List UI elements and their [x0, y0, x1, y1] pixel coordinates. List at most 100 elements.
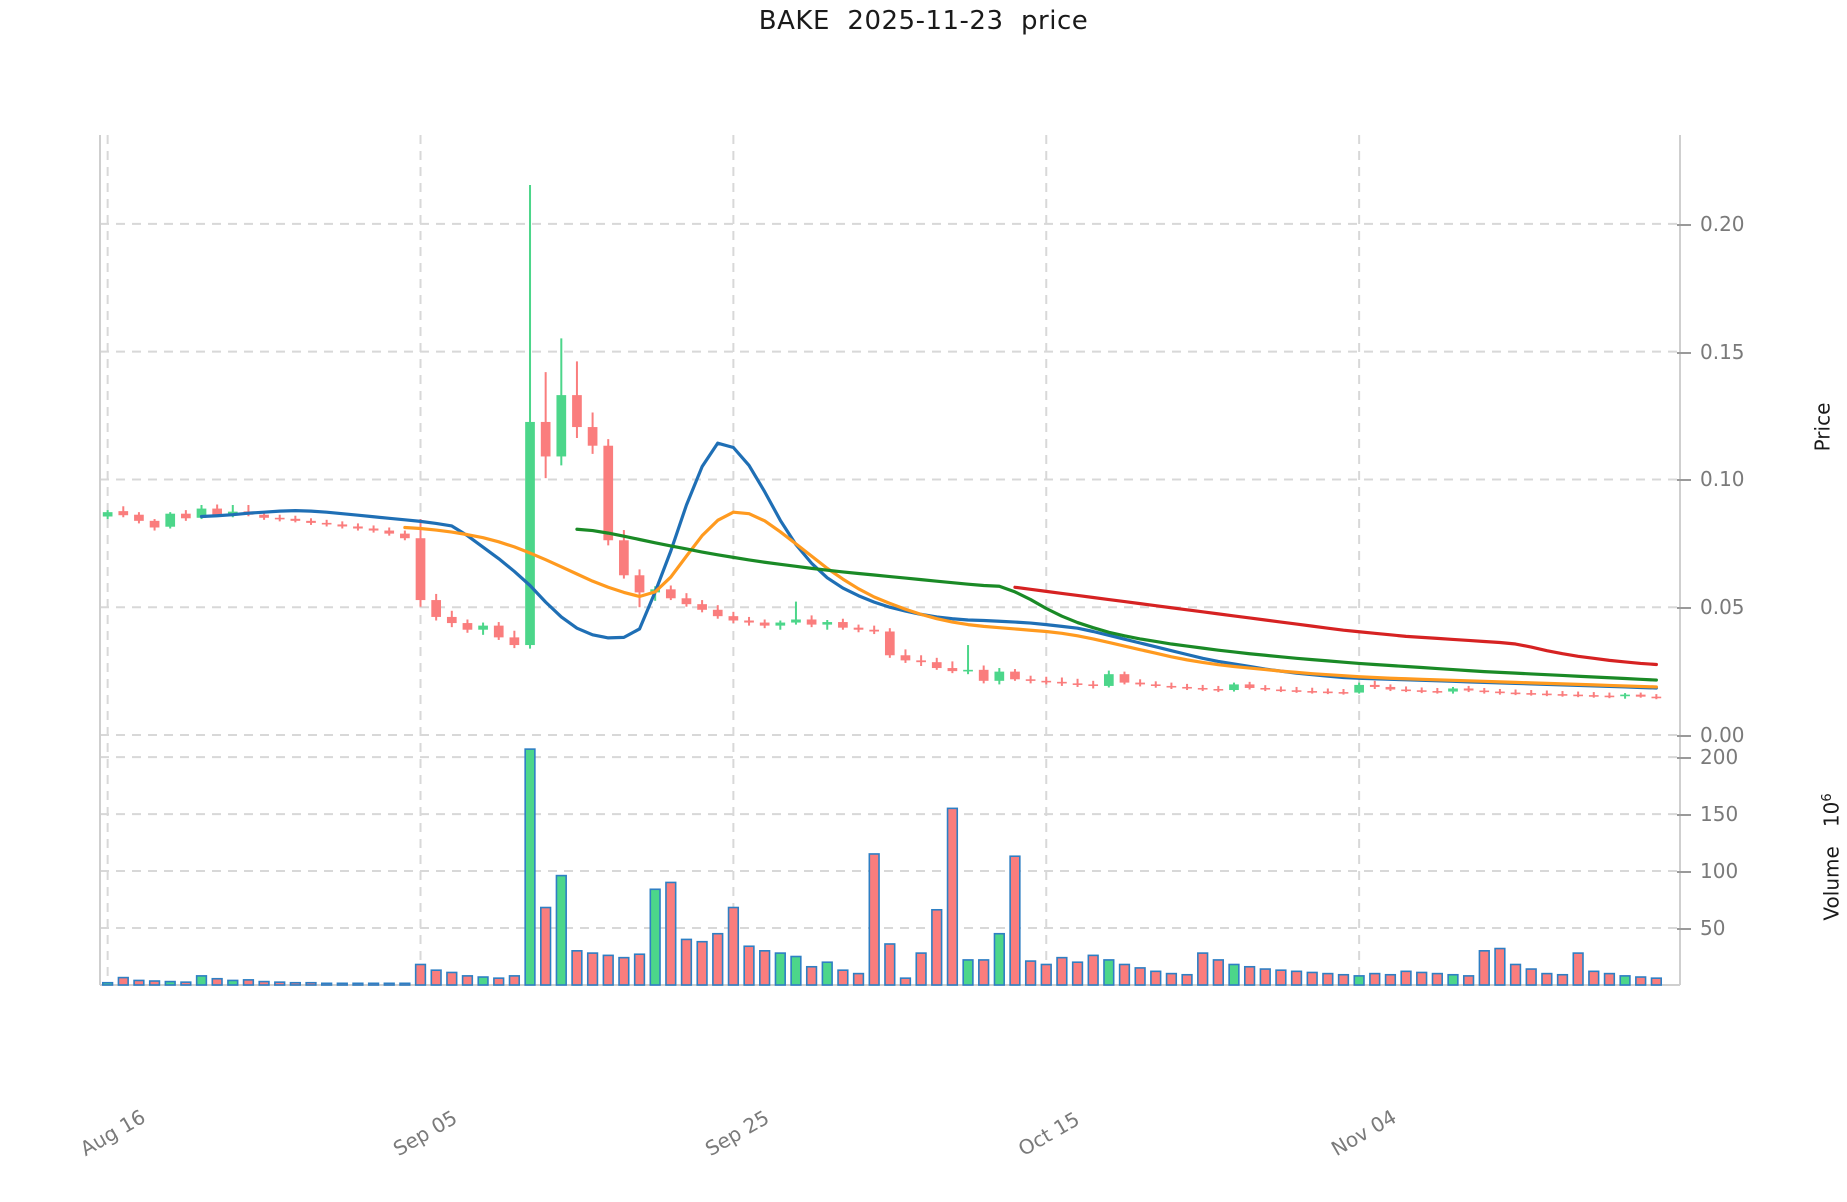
volume-bar	[931, 908, 943, 986]
volume-axis-title: Volume 106	[1820, 793, 1844, 920]
candlestick	[1604, 692, 1615, 699]
candlestick	[1479, 687, 1490, 694]
candlestick	[1322, 688, 1333, 695]
volume-bar	[430, 969, 442, 986]
volume-bar	[555, 874, 567, 986]
candlestick	[431, 593, 442, 621]
volume-bar	[774, 952, 786, 986]
price-tick-mark	[1677, 351, 1691, 354]
volume-bar	[1243, 965, 1256, 986]
volume-tick-label: 100	[1700, 859, 1739, 884]
candlestick	[931, 657, 942, 670]
volume-bar	[868, 853, 880, 986]
volume-bar	[1525, 968, 1537, 986]
volume-bar	[1306, 971, 1318, 986]
volume-bar	[743, 945, 755, 986]
volume-bar	[946, 807, 959, 986]
volume-bar	[665, 881, 677, 986]
volume-bar	[837, 969, 849, 986]
volume-bar	[461, 975, 474, 986]
candlestick	[1166, 682, 1177, 689]
price-tick-mark	[1677, 607, 1691, 610]
volume-bar	[1353, 975, 1365, 986]
volume-bar	[117, 976, 129, 986]
volume-bar	[978, 959, 990, 986]
volume-bar	[1181, 973, 1193, 986]
price-tick-label: 0.10	[1700, 467, 1745, 492]
candlestick	[1369, 680, 1380, 689]
volume-bar	[1416, 971, 1428, 986]
candlestick	[1385, 684, 1396, 692]
ma-line-mid-ma	[403, 510, 1658, 689]
volume-bar	[133, 979, 145, 986]
volume-bar	[1071, 961, 1084, 986]
candlestick	[572, 361, 582, 439]
volume-bar	[899, 977, 912, 986]
volume-bar	[1228, 963, 1240, 986]
volume-bar	[258, 980, 270, 986]
candlestick	[1260, 685, 1271, 692]
volume-bar	[1087, 954, 1099, 986]
candlestick	[838, 618, 848, 630]
volume-bar	[727, 906, 740, 986]
volume-bar	[790, 955, 802, 986]
candlestick	[1276, 686, 1286, 693]
volume-bar	[1369, 972, 1381, 986]
volume-bar	[1290, 970, 1303, 986]
volume-bar	[1541, 972, 1553, 986]
ma-line-long-ma	[575, 527, 1658, 682]
candlestick	[1448, 686, 1458, 694]
candlestick	[947, 661, 958, 674]
plot-area	[99, 135, 1681, 1125]
volume-axis-exponent-power: 6	[1819, 793, 1835, 802]
volume-bar	[821, 961, 833, 986]
candlestick	[1432, 687, 1443, 694]
candlestick	[384, 527, 395, 536]
volume-bar	[180, 981, 192, 986]
candlestick	[1197, 684, 1208, 692]
candlestick	[806, 615, 817, 628]
volume-bar	[289, 981, 302, 986]
volume-bar	[414, 963, 427, 986]
candlestick	[1041, 676, 1052, 685]
candlestick	[697, 600, 707, 613]
price-tick-label: 0.20	[1700, 211, 1745, 236]
volume-bar	[602, 954, 614, 986]
price-tick-label: 0.00	[1700, 723, 1745, 747]
candlestick	[900, 649, 911, 663]
volume-bar	[1056, 956, 1068, 986]
candlestick	[681, 593, 692, 607]
volume-tick-label: 50	[1700, 916, 1726, 941]
candlestick	[337, 521, 348, 529]
candlestick	[869, 625, 880, 635]
volume-bar	[712, 932, 724, 986]
volume-tick-mark	[1677, 814, 1691, 817]
candlestick	[1291, 686, 1302, 693]
price-axis-title: Price	[1810, 402, 1835, 452]
candlestick	[1526, 690, 1537, 696]
volume-bar	[805, 965, 818, 986]
candlestick	[400, 530, 410, 541]
candlestick	[1010, 669, 1020, 681]
volume-tick-label: 200	[1700, 745, 1739, 770]
volume-bar	[1462, 975, 1475, 986]
candlestick	[619, 530, 629, 579]
candlestick	[822, 620, 833, 630]
volume-bar	[1556, 973, 1569, 986]
candlestick	[1510, 689, 1521, 696]
candlestick	[1057, 677, 1067, 686]
candlestick	[1354, 682, 1364, 694]
volume-bar	[477, 976, 489, 986]
candlestick	[916, 655, 926, 666]
volume-bar	[1040, 963, 1052, 986]
candlestick	[1150, 681, 1161, 688]
volume-bar	[540, 906, 552, 986]
price-tick-label: 0.05	[1700, 595, 1745, 620]
candlestick	[712, 605, 723, 619]
candlestick	[994, 668, 1005, 685]
candlestick	[1416, 687, 1427, 694]
volume-bar	[1494, 947, 1506, 986]
volume-bar	[1400, 970, 1412, 986]
candlestick	[853, 624, 864, 633]
volume-bar	[633, 953, 646, 986]
